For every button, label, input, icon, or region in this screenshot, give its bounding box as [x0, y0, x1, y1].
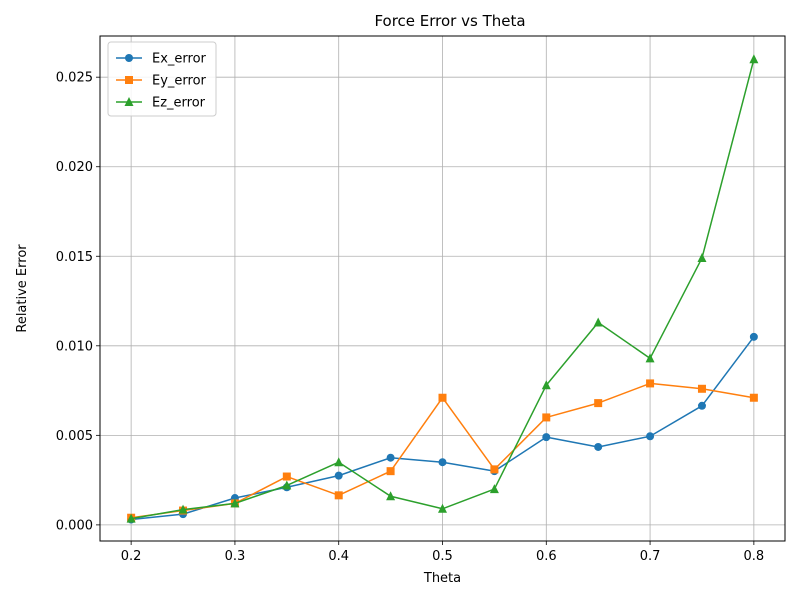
y-tick-label: 0.010	[56, 339, 93, 354]
y-tick-label: 0.005	[56, 429, 93, 444]
grid	[100, 36, 785, 541]
data-point	[697, 384, 706, 393]
y-tick-label: 0.000	[56, 518, 93, 533]
x-tick-label: 0.4	[328, 549, 349, 564]
data-point	[593, 317, 603, 327]
legend: Ex_error Ey_error Ez_error	[107, 41, 217, 117]
plot-series	[126, 54, 759, 524]
legend-box	[107, 41, 217, 117]
series-Ez_error	[126, 54, 759, 523]
x-tick-label: 0.7	[640, 549, 661, 564]
data-point	[490, 465, 499, 474]
data-point	[334, 471, 343, 480]
data-point	[594, 399, 603, 408]
x-tick-label: 0.2	[121, 549, 142, 564]
data-point	[126, 513, 136, 523]
y-axis-title: Relative Error	[15, 244, 30, 333]
data-point	[541, 380, 551, 390]
x-tick-label: 0.5	[432, 549, 453, 564]
y-tick-label: 0.025	[56, 71, 93, 86]
legend-label: Ex_error	[152, 52, 207, 67]
data-point	[749, 332, 758, 341]
axis-ticks: 0.2 0.3 0.4 0.5 0.6 0.7 0.8 0.000 0.005 0.010 0.01…	[56, 71, 764, 564]
data-point	[697, 401, 706, 410]
data-point	[282, 472, 291, 481]
data-point	[749, 393, 758, 402]
data-point	[749, 54, 759, 64]
data-point	[334, 457, 344, 467]
data-point	[645, 353, 655, 363]
data-point	[646, 379, 655, 388]
data-point	[594, 442, 603, 451]
data-point	[438, 393, 447, 402]
legend-item: Ez_error	[116, 96, 206, 111]
chart-title: Force Error vs Theta	[374, 12, 525, 30]
data-point	[386, 453, 395, 462]
x-tick-label: 0.6	[536, 549, 557, 564]
data-point	[230, 498, 240, 508]
legend-marker	[124, 97, 134, 106]
data-point	[697, 253, 707, 263]
legend-marker	[125, 54, 133, 62]
data-point	[282, 480, 292, 490]
legend-marker	[125, 76, 133, 84]
y-tick-label: 0.020	[56, 160, 93, 175]
x-tick-label: 0.8	[744, 549, 765, 564]
x-axis-title: Theta	[423, 571, 461, 586]
data-point	[489, 484, 499, 494]
legend-label: Ey_error	[152, 74, 207, 89]
data-point	[542, 413, 551, 422]
data-point	[334, 491, 343, 500]
y-tick-label: 0.015	[56, 250, 93, 265]
data-point	[542, 433, 551, 442]
data-point	[386, 491, 396, 501]
data-point	[438, 458, 447, 467]
data-point	[386, 467, 395, 476]
data-point	[646, 432, 655, 441]
data-point	[438, 503, 447, 513]
legend-label: Ez_error	[152, 96, 206, 111]
x-tick-label: 0.3	[225, 549, 246, 564]
legend-item: Ey_error	[116, 74, 207, 89]
legend-item: Ex_error	[116, 52, 207, 67]
data-point	[178, 504, 188, 514]
